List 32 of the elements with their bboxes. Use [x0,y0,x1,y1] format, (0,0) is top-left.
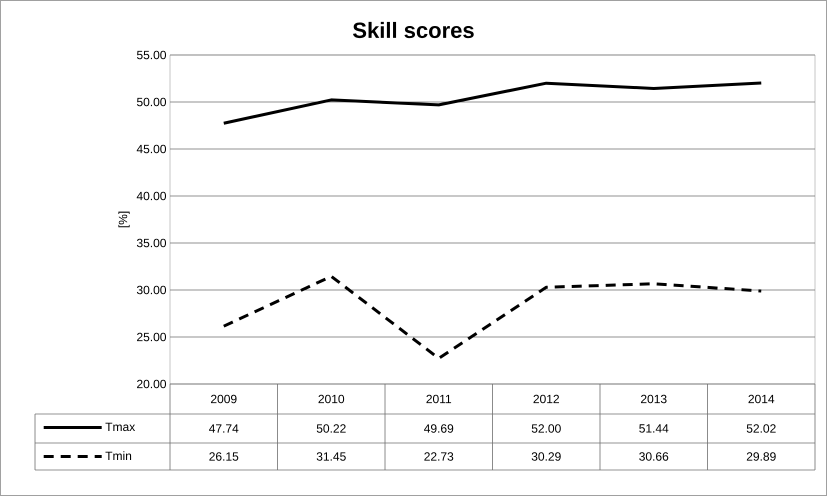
x-tick-label: 2011 [426,394,452,404]
y-tick-label: 50.00 [136,98,166,106]
data-label: 30.29 [532,452,561,461]
chart-title: Skill scores [352,22,474,38]
legend-label: Tmin [105,451,132,460]
data-label: 51.44 [639,424,668,433]
x-tick-label: 2009 [211,394,237,404]
x-tick-label: 2014 [748,394,774,404]
y-tick-label: 55.00 [136,50,166,60]
y-tick-label: 40.00 [136,192,166,200]
data-label: 31.45 [316,452,346,461]
x-tick-label: 2010 [318,394,344,404]
data-label: 49.69 [424,424,454,433]
y-tick-label: 30.00 [136,286,166,294]
y-tick-label: 20.00 [137,380,166,388]
line-series [222,82,763,125]
line-series [222,274,763,360]
data-label: 29.89 [746,452,776,461]
x-tick-label: 2012 [534,394,559,404]
legend-label: Tmax [105,422,136,432]
data-label: 22.73 [424,452,454,461]
y-tick-label: 35.00 [136,238,166,248]
y-tick-label: 45.00 [136,144,166,154]
y-tick-label: 25.00 [137,332,166,342]
data-label: 47.74 [209,424,238,433]
data-label: 52.02 [746,424,776,433]
y-axis-title: [%] [118,212,130,228]
data-label: 26.15 [209,452,238,461]
data-label: 52.00 [532,424,561,433]
data-label: 30.66 [639,452,668,461]
data-label: 50.22 [316,424,346,433]
x-tick-label: 2013 [641,394,667,404]
